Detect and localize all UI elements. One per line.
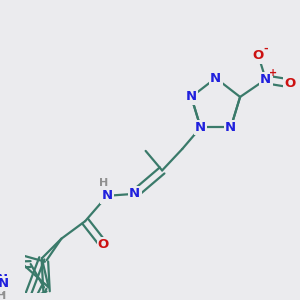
Text: O: O — [284, 77, 295, 90]
Text: H: H — [99, 178, 108, 188]
Text: H: H — [0, 291, 6, 300]
Text: N: N — [210, 72, 221, 85]
Text: N: N — [225, 121, 236, 134]
Text: N: N — [260, 73, 271, 86]
Text: N: N — [0, 273, 8, 286]
Text: N: N — [0, 278, 9, 290]
Text: N: N — [186, 90, 197, 104]
Text: N: N — [195, 121, 206, 134]
Text: N: N — [102, 189, 113, 202]
Text: O: O — [253, 50, 264, 62]
Text: -: - — [263, 44, 268, 54]
Text: O: O — [98, 238, 109, 251]
Text: +: + — [269, 68, 277, 77]
Text: N: N — [129, 187, 140, 200]
Text: H: H — [0, 286, 5, 296]
